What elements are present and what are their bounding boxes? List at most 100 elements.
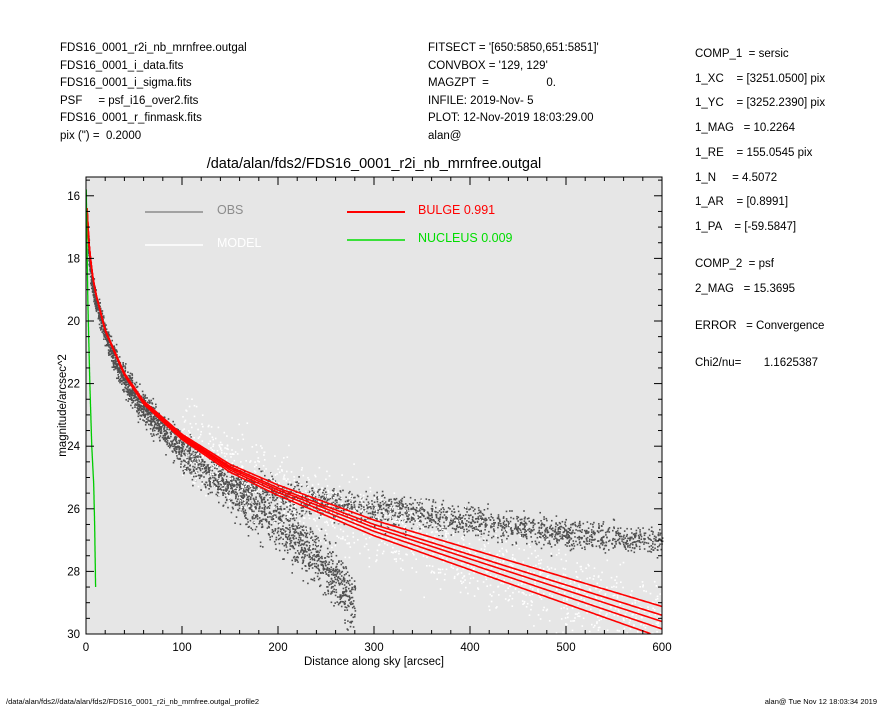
data-point	[398, 505, 401, 507]
data-point	[305, 499, 308, 501]
data-point	[632, 538, 635, 540]
data-point	[122, 365, 124, 367]
data-point	[426, 521, 428, 524]
header-line: MAGZPT = 0.	[428, 77, 556, 89]
data-point	[245, 512, 247, 514]
data-point	[190, 473, 193, 475]
data-point	[260, 519, 263, 521]
data-point	[524, 525, 526, 528]
data-point	[615, 531, 617, 533]
data-point	[271, 529, 274, 531]
data-point	[292, 536, 295, 539]
data-point	[315, 550, 318, 553]
data-point	[625, 543, 628, 545]
data-point	[554, 544, 556, 546]
data-point	[116, 351, 118, 353]
data-point	[419, 514, 422, 516]
data-point	[215, 487, 218, 489]
data-point	[182, 469, 184, 472]
data-point	[156, 422, 159, 424]
data-point	[147, 409, 150, 412]
data-point	[306, 532, 309, 535]
data-point	[365, 519, 367, 521]
data-point	[279, 517, 282, 520]
data-point	[488, 517, 490, 519]
data-point	[190, 453, 193, 456]
data-point	[484, 545, 486, 548]
data-point	[128, 398, 131, 400]
data-point	[511, 556, 514, 559]
data-point	[131, 394, 133, 397]
data-point	[330, 502, 333, 505]
data-point	[553, 531, 556, 533]
data-point	[440, 511, 443, 514]
data-point	[258, 520, 261, 523]
data-point	[390, 518, 393, 521]
data-point	[175, 451, 178, 453]
data-point	[259, 496, 262, 499]
data-point	[542, 535, 544, 537]
data-point	[521, 600, 524, 602]
data-point	[371, 513, 374, 515]
data-point	[150, 399, 152, 402]
data-point	[242, 506, 244, 508]
data-point	[517, 516, 520, 519]
data-point	[103, 338, 105, 340]
data-point	[250, 490, 252, 493]
data-point	[251, 492, 253, 495]
data-point	[623, 619, 625, 622]
data-point	[338, 596, 341, 598]
data-point	[653, 537, 655, 540]
data-point	[98, 312, 100, 315]
data-point	[114, 363, 117, 365]
data-point	[542, 609, 545, 611]
data-point	[649, 538, 651, 541]
data-point	[91, 285, 94, 288]
data-point	[588, 565, 590, 567]
data-point	[315, 492, 317, 494]
data-point	[221, 477, 224, 480]
data-point	[349, 625, 352, 628]
data-point	[578, 522, 581, 525]
data-point	[182, 474, 184, 476]
data-point	[478, 530, 481, 532]
data-point	[344, 622, 346, 624]
data-point	[291, 510, 293, 513]
data-point	[102, 325, 104, 328]
data-point	[337, 576, 340, 579]
data-point	[568, 541, 570, 543]
data-point	[304, 496, 307, 498]
data-point	[245, 478, 248, 481]
data-point	[307, 500, 309, 502]
data-point	[488, 609, 491, 611]
data-point	[356, 518, 358, 520]
data-point	[113, 360, 115, 362]
data-point	[564, 523, 566, 526]
data-point	[396, 501, 398, 504]
data-point	[138, 411, 140, 414]
data-point	[122, 362, 124, 364]
data-point	[389, 518, 391, 520]
data-point	[237, 477, 239, 479]
data-point	[302, 559, 304, 561]
data-point	[604, 594, 607, 596]
data-point	[143, 405, 145, 408]
data-point	[608, 531, 611, 533]
data-point	[447, 507, 450, 509]
data-point	[127, 385, 130, 387]
data-point	[90, 272, 92, 275]
data-point	[144, 416, 146, 418]
data-point	[373, 494, 375, 497]
data-point	[312, 539, 314, 541]
data-point	[290, 483, 293, 486]
data-point	[575, 529, 577, 531]
data-point	[274, 504, 277, 507]
data-point	[330, 601, 333, 604]
data-point	[158, 427, 161, 430]
data-point	[640, 541, 642, 544]
data-point	[196, 475, 198, 478]
data-point	[99, 307, 102, 310]
data-point	[376, 491, 378, 494]
data-point	[570, 532, 573, 535]
data-point	[514, 523, 517, 525]
